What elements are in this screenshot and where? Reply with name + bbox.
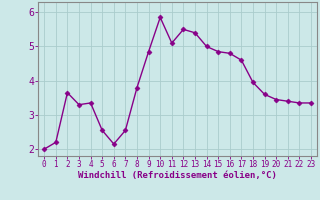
X-axis label: Windchill (Refroidissement éolien,°C): Windchill (Refroidissement éolien,°C) [78, 171, 277, 180]
